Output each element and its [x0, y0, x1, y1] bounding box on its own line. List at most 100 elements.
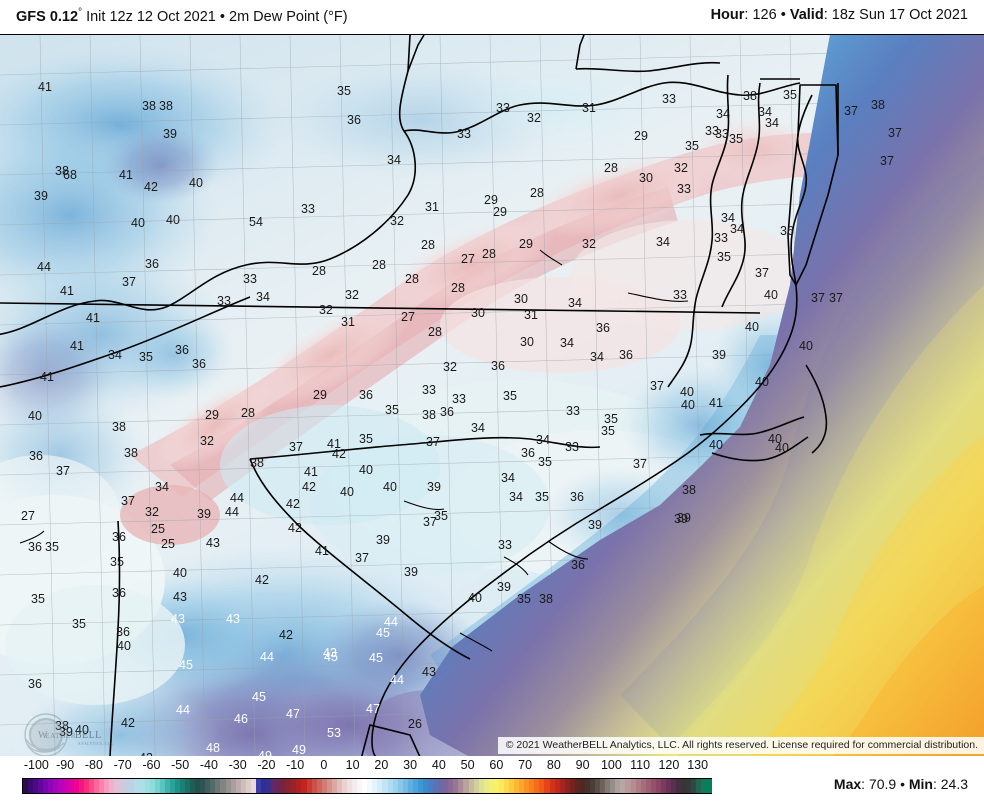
colorbar-tick: -60 — [142, 758, 161, 772]
colorbar-swatch — [260, 779, 266, 793]
colorbar-swatch — [316, 779, 322, 793]
ocean-overlay — [420, 35, 984, 756]
colorbar-swatch — [286, 779, 292, 793]
colorbar-swatch — [326, 779, 332, 793]
colorbar-swatch — [595, 779, 601, 793]
colorbar-tick: -40 — [199, 758, 218, 772]
colorbar-tick: 60 — [489, 758, 504, 772]
copyright-text: © 2021 WeatherBELL Analytics, LLC. All r… — [497, 737, 984, 754]
colorbar-swatch — [205, 779, 211, 793]
colorbar-tick: 70 — [518, 758, 533, 772]
colorbar-swatch — [498, 779, 504, 793]
colorbar-swatch — [352, 779, 358, 793]
colorbar-swatch — [539, 779, 545, 793]
colorbar-swatch — [169, 779, 175, 793]
colorbar-swatch — [655, 779, 661, 793]
colorbar-swatch — [579, 779, 585, 793]
colorbar-swatch — [635, 779, 641, 793]
valid-label: Valid — [789, 7, 824, 23]
colorbar-swatch — [686, 779, 692, 793]
colorbar-swatch — [458, 779, 464, 793]
colorbar-swatch — [605, 779, 611, 793]
colorbar-swatch — [245, 779, 251, 793]
svg-text:BELL: BELL — [75, 730, 102, 741]
colorbar-swatch — [397, 779, 403, 793]
colorbar-swatch — [372, 779, 378, 793]
dew-point-map[interactable]: 41 38 38 39 35 36 33 32 31 33 34 38 34 35 34 37 38 33 29 35… — [0, 34, 984, 756]
state-boundaries-northeast — [760, 78, 839, 155]
max-label: Max — [833, 776, 862, 792]
colorbar-swatch — [564, 779, 570, 793]
colorbar-swatch — [179, 779, 185, 793]
colorbar-swatch — [625, 779, 631, 793]
colorbar-tick: 50 — [460, 758, 475, 772]
colorbar-swatch — [529, 779, 535, 793]
colorbar-swatch — [696, 779, 702, 793]
init-text: Init 12z 12 Oct 2021 — [86, 8, 216, 25]
colorbar-swatch — [549, 779, 555, 793]
colorbar-tick: 110 — [630, 758, 651, 772]
colorbar-swatch — [93, 779, 99, 793]
colorbar-swatch — [266, 779, 272, 793]
colorbar-swatch — [660, 779, 666, 793]
colorbar-swatch — [341, 779, 347, 793]
colorbar-swatch — [362, 779, 368, 793]
colorbar-area: -100 -90 -80 -70 -60 -50 -40 -30 -20 -10 0 10 20 30 40… — [0, 756, 984, 808]
colorbar-swatch — [377, 779, 383, 793]
colorbar-swatch — [240, 779, 246, 793]
colorbar-swatch — [124, 779, 130, 793]
colorbar-swatch — [190, 779, 196, 793]
colorbar-tick: 130 — [687, 758, 709, 772]
colorbar-swatch — [524, 779, 530, 793]
colorbar-swatch — [185, 779, 191, 793]
colorbar-swatch — [620, 779, 626, 793]
colorbar-swatch — [488, 779, 494, 793]
colorbar-swatch — [544, 779, 550, 793]
svg-text:ANALYTICS, LLC: ANALYTICS, LLC — [78, 742, 114, 747]
colorbar-gradient[interactable] — [22, 778, 712, 794]
colorbar-tick: -50 — [171, 758, 190, 772]
colorbar-swatch — [387, 779, 393, 793]
minmax-separator: • — [900, 776, 905, 792]
max-value: 70.9 — [868, 776, 897, 792]
colorbar-swatch — [159, 779, 165, 793]
colorbar-swatch — [701, 779, 707, 793]
colorbar-tick: 120 — [658, 758, 680, 772]
colorbar-swatch — [174, 779, 180, 793]
colorbar-swatch — [281, 779, 287, 793]
colorbar-tick: 30 — [403, 758, 418, 772]
colorbar-swatch — [534, 779, 540, 793]
colorbar-tick: -10 — [286, 758, 305, 772]
colorbar-swatch — [428, 779, 434, 793]
colorbar-swatch — [367, 779, 373, 793]
colorbar-swatch — [645, 779, 651, 793]
colorbar-swatch — [331, 779, 337, 793]
colorbar-swatch — [519, 779, 525, 793]
colorbar-swatch — [671, 779, 677, 793]
colorbar-swatch — [306, 779, 312, 793]
colorbar-tick: 100 — [600, 758, 622, 772]
colorbar-swatch — [58, 779, 64, 793]
colorbar-swatch — [422, 779, 428, 793]
colorbar-swatch — [271, 779, 277, 793]
colorbar-swatch — [321, 779, 327, 793]
colorbar-tick: -70 — [113, 758, 132, 772]
colorbar-swatch — [38, 779, 44, 793]
colorbar-swatch — [650, 779, 656, 793]
colorbar-tick: -30 — [228, 758, 247, 772]
colorbar-swatch — [73, 779, 79, 793]
colorbar-swatch — [28, 779, 34, 793]
weatherbell-watermark: W EATHER BELL ANALYTICS, LLC — [24, 713, 114, 756]
colorbar-swatch — [691, 779, 697, 793]
colorbar-tick-labels: -100 -90 -80 -70 -60 -50 -40 -30 -20 -10 0 10 20 30 40… — [0, 758, 984, 776]
colorbar-swatch — [255, 779, 261, 793]
colorbar-swatch — [407, 779, 413, 793]
colorbar-swatch — [640, 779, 646, 793]
header-right-text: Hour: 126 • Valid: 18z Sun 17 Oct 2021 — [710, 7, 968, 23]
colorbar-tick: -80 — [84, 758, 103, 772]
colorbar-tick: 80 — [546, 758, 561, 772]
colorbar-swatch — [220, 779, 226, 793]
colorbar-swatch — [336, 779, 342, 793]
colorbar-swatch — [114, 779, 120, 793]
